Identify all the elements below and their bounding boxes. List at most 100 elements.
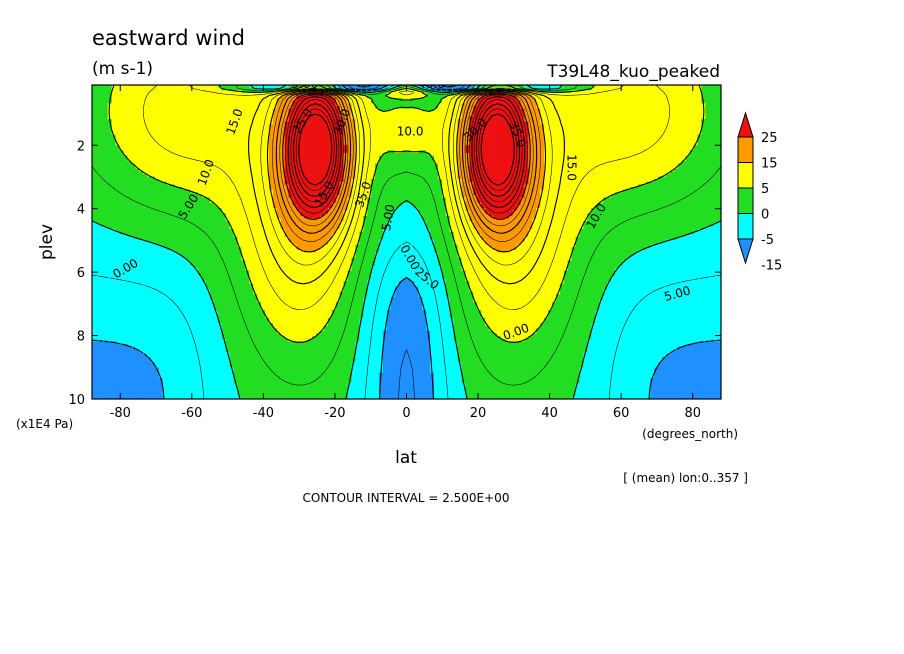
field-cell	[685, 92, 691, 97]
field-cell	[595, 87, 600, 91]
field-cell	[595, 98, 600, 102]
field-cell	[614, 95, 620, 99]
field-cell	[154, 85, 160, 89]
field-cell	[528, 92, 533, 97]
field-cell	[335, 92, 341, 97]
field-cell	[492, 85, 498, 89]
field-cell	[638, 98, 643, 102]
field-cell	[642, 85, 647, 89]
field-cell	[162, 98, 168, 102]
field-cell	[563, 92, 569, 97]
field-cell	[449, 98, 455, 102]
field-cell	[665, 85, 671, 89]
field-cell	[697, 90, 702, 94]
field-cell	[178, 95, 184, 99]
field-cell	[174, 100, 180, 104]
field-cell	[221, 92, 227, 97]
field-cell	[371, 85, 376, 89]
field-cell	[296, 92, 301, 97]
field-cell	[689, 85, 695, 89]
field-cell	[217, 98, 223, 102]
field-cell	[209, 95, 215, 99]
field-cell	[430, 90, 435, 94]
field-cell	[677, 95, 683, 99]
field-cell	[103, 87, 109, 91]
field-cell	[158, 98, 164, 102]
field-cell	[103, 98, 109, 102]
field-cell	[445, 98, 451, 102]
field-cell	[500, 98, 506, 102]
field-cell	[127, 87, 132, 91]
field-cell	[579, 95, 585, 99]
field-cell	[658, 92, 663, 97]
field-cell	[382, 95, 388, 99]
field-cell	[154, 98, 160, 102]
field-cell	[536, 95, 541, 99]
field-cell	[147, 87, 152, 91]
field-cell	[194, 100, 199, 104]
field-cell	[650, 90, 655, 94]
field-cell	[245, 87, 250, 91]
field-cell	[390, 92, 396, 97]
field-cell	[213, 92, 219, 97]
field-cell	[135, 85, 140, 89]
field-cell	[131, 85, 136, 89]
field-cell	[481, 98, 486, 102]
field-cell	[264, 98, 270, 102]
field-cell	[626, 95, 632, 99]
field-cell	[375, 92, 380, 97]
field-cell	[202, 100, 207, 104]
field-cell	[414, 87, 419, 91]
field-cell	[610, 92, 616, 97]
field-cell	[591, 90, 596, 94]
field-cell	[634, 95, 640, 99]
field-cell	[548, 95, 553, 99]
field-cell	[406, 90, 412, 94]
field-cell	[229, 90, 235, 94]
field-cell	[390, 87, 396, 91]
field-cell	[575, 98, 581, 102]
field-cell	[264, 85, 270, 89]
field-cell	[650, 92, 655, 97]
field-cell	[465, 92, 470, 97]
field-cell	[469, 95, 474, 99]
field-cell	[111, 92, 117, 97]
field-cell	[654, 92, 659, 97]
field-cell	[654, 90, 659, 94]
field-cell	[705, 92, 710, 97]
field-cell	[551, 85, 557, 89]
field-cell	[701, 98, 706, 102]
field-cell	[135, 98, 140, 102]
field-cell	[606, 87, 612, 91]
field-cell	[434, 92, 439, 97]
field-cell	[150, 95, 156, 99]
field-cell	[225, 98, 231, 102]
field-cell	[249, 92, 254, 97]
field-cell	[673, 92, 679, 97]
field-cell	[131, 87, 136, 91]
field-cell	[701, 85, 706, 89]
field-cell	[579, 85, 585, 89]
field-cell	[217, 95, 223, 99]
field-cell	[426, 92, 431, 97]
field-cell	[162, 100, 168, 104]
field-cell	[614, 92, 620, 97]
field-cell	[119, 87, 125, 91]
field-cell	[614, 90, 620, 94]
field-cell	[158, 87, 164, 91]
field-cell	[190, 85, 195, 89]
field-cell	[182, 100, 187, 104]
field-cell	[186, 95, 191, 99]
field-cell	[540, 98, 545, 102]
field-cell	[363, 92, 368, 97]
field-cell	[437, 98, 443, 102]
field-cell	[532, 95, 537, 99]
field-cell	[563, 87, 569, 91]
field-cell	[591, 87, 596, 91]
field-cell	[237, 92, 242, 97]
field-cell	[473, 98, 478, 102]
field-cell	[249, 87, 254, 91]
field-cell	[418, 95, 423, 99]
field-cell	[654, 87, 659, 91]
field-cell	[626, 85, 632, 89]
